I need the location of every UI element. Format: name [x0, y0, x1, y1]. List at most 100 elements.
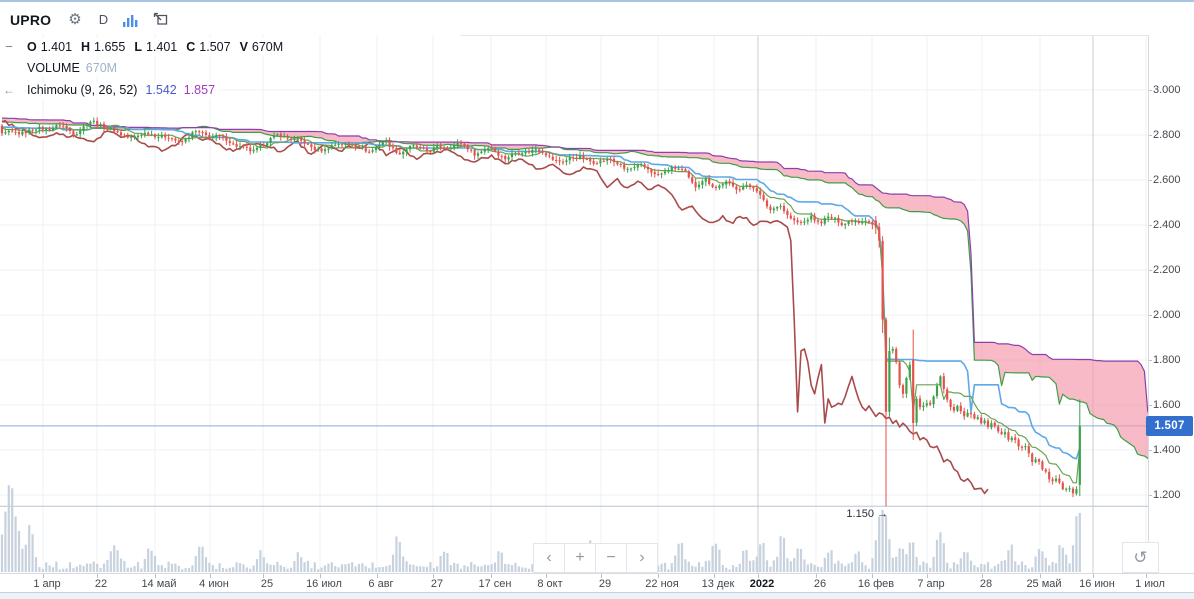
price-axis-tick [1149, 315, 1152, 316]
time-axis-label: 1 июл [1135, 578, 1165, 590]
time-axis-label: 1 апр [33, 578, 61, 590]
ohlc-row: − O 1.401 H 1.655 L 1.401 C 1.507 V 670M [0, 38, 290, 56]
time-axis-tick [1093, 574, 1094, 578]
price-axis-label: 2.600 [1153, 174, 1181, 186]
low-value: 1.401 [145, 40, 178, 54]
price-axis-label: 2.200 [1153, 264, 1181, 276]
time-axis-label: 22 [94, 578, 108, 590]
settings-gear-icon[interactable]: ⚙ [68, 11, 82, 28]
time-axis-tick [43, 574, 44, 578]
time-axis-label: 28 [979, 578, 993, 590]
time-axis-tick [210, 574, 211, 578]
time-axis-label: 2022 [749, 578, 775, 590]
time-axis-tick [658, 574, 659, 578]
price-chart[interactable] [0, 2, 1148, 599]
volume-value-inline: 670M [251, 40, 284, 54]
low-key: L [134, 40, 142, 54]
time-axis-label: 4 июн [199, 578, 229, 590]
price-axis-label: 1.800 [1153, 354, 1181, 366]
price-axis-tick [1149, 90, 1152, 91]
time-axis-label: 16 июл [306, 578, 342, 590]
price-axis-label: 1.200 [1153, 489, 1181, 501]
reset-chart-button[interactable]: ↺ [1122, 542, 1159, 573]
scroll-back-button[interactable]: ‹ [533, 543, 565, 573]
low-price-annotation: 1.150 → [846, 508, 888, 521]
time-axis-tick [816, 574, 817, 578]
time-axis-label: 16 фев [857, 578, 895, 590]
bottom-frame [0, 592, 1194, 599]
volume-row: VOLUME 670M [0, 60, 289, 77]
time-axis-label: 14 май [141, 578, 177, 590]
ichimoku-title: Ichimoku (9, 26, 52) [27, 83, 138, 97]
chart-legend: − O 1.401 H 1.655 L 1.401 C 1.507 V 670M VOLUME 670… [0, 38, 290, 104]
zoom-in-button[interactable]: + [564, 543, 596, 573]
time-axis-tick [546, 574, 547, 578]
price-axis-tick [1149, 450, 1152, 451]
time-axis-tick [1040, 574, 1041, 578]
price-axis-tick [1149, 360, 1152, 361]
time-axis-label: 13 дек [701, 578, 735, 590]
chart-toolbar: UPRO ⚙ D [0, 4, 500, 35]
time-axis-label: 7 апр [917, 578, 945, 590]
open-key: O [27, 40, 37, 54]
scroll-forward-button[interactable]: › [626, 543, 658, 573]
high-value: 1.655 [94, 40, 126, 54]
high-key: H [81, 40, 91, 54]
ichimoku-lead1-value: 1.542 [145, 83, 177, 97]
price-axis-label: 1.400 [1153, 444, 1181, 456]
time-axis-label: 6 авг [368, 578, 394, 590]
price-axis-label: 2.800 [1153, 129, 1181, 141]
interval-button[interactable]: D [98, 12, 109, 27]
time-axis-tick [377, 574, 378, 578]
time-axis-tick [982, 574, 983, 578]
time-axis-tick [927, 574, 928, 578]
price-axis-tick [1149, 225, 1152, 226]
price-axis[interactable]: 3.000 2.800 2.600 2.400 2.200 2.000 1.800 1.600… [1148, 35, 1194, 573]
zoom-out-button[interactable]: − [595, 543, 627, 573]
close-value: 1.507 [199, 40, 231, 54]
time-axis-tick [433, 574, 434, 578]
time-axis-tick [601, 574, 602, 578]
price-axis-label: 2.000 [1153, 309, 1181, 321]
price-axis-tick [1149, 495, 1152, 496]
time-axis-label: 17 сен [478, 578, 512, 590]
volume-key: V [239, 40, 248, 54]
price-axis-label: 3.000 [1153, 84, 1181, 96]
popout-icon[interactable] [153, 12, 169, 27]
price-axis-label: 2.400 [1153, 219, 1181, 231]
price-axis-tick [1149, 270, 1152, 271]
collapse-icon[interactable]: − [5, 39, 13, 54]
price-axis-label: 1.600 [1153, 399, 1181, 411]
time-axis-tick [714, 574, 715, 578]
time-axis-label: 25 [260, 578, 274, 590]
time-axis-label: 26 [813, 578, 827, 590]
ichimoku-row: ← Ichimoku (9, 26, 52) 1.542 1.857 [0, 82, 289, 99]
time-axis-tick [491, 574, 492, 578]
ichimoku-lead2-value: 1.857 [183, 83, 216, 97]
close-key: C [186, 40, 196, 54]
symbol-title[interactable]: UPRO [10, 11, 52, 28]
price-axis-tick [1149, 405, 1152, 406]
time-axis-tick [97, 574, 98, 578]
indicators-bars-icon[interactable] [123, 13, 138, 27]
volume-current-value: 670M [85, 61, 118, 75]
time-axis-label: 29 [598, 578, 612, 590]
time-axis-tick [758, 574, 759, 578]
time-axis-label: 25 май [1026, 578, 1062, 590]
chart-nav-controls: ‹ + − › [533, 543, 658, 573]
open-value: 1.401 [40, 40, 73, 54]
time-axis-label: 8 окт [537, 578, 563, 590]
volume-title: VOLUME [27, 61, 80, 75]
price-axis-tick [1149, 135, 1152, 136]
time-axis-label: 22 ноя [645, 578, 679, 590]
time-axis-tick [155, 574, 156, 578]
scroll-left-marker-icon: ← [3, 83, 15, 97]
time-axis-tick [872, 574, 873, 578]
time-axis-tick [1146, 574, 1147, 578]
chart-top-border [460, 35, 1148, 36]
time-axis-label: 27 [430, 578, 444, 590]
time-axis[interactable]: 1 апр 22 14 май 4 июн 25 16 июл 6 авг 27 17 сен 8… [0, 573, 1194, 593]
time-axis-tick [263, 574, 264, 578]
last-price-badge: 1.507 [1146, 415, 1193, 436]
